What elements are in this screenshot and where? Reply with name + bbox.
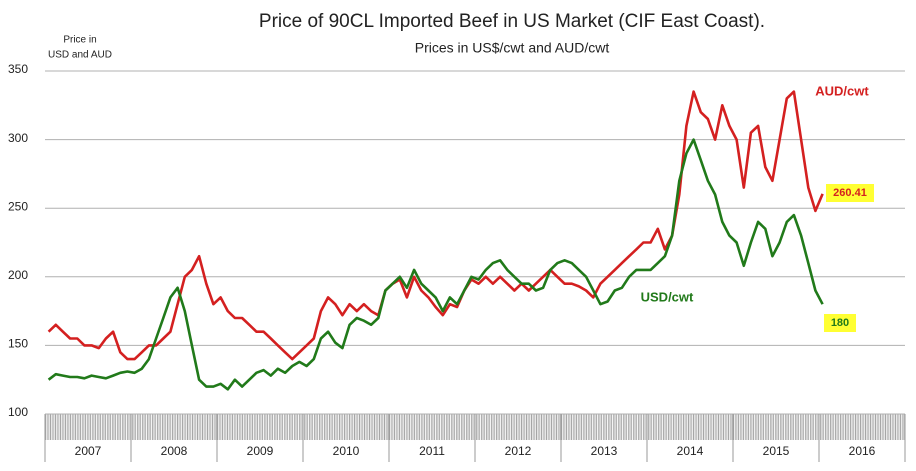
x-tick-label: 2015 <box>763 444 790 458</box>
x-tick-label: 2013 <box>591 444 618 458</box>
x-tick-label: 2007 <box>75 444 102 458</box>
value-label-box <box>824 314 856 332</box>
y-axis-label: Price in <box>63 35 96 46</box>
y-tick-label: 200 <box>8 268 28 282</box>
x-tick-label: 2011 <box>419 444 445 458</box>
y-tick-label: 100 <box>8 405 28 419</box>
series-line <box>47 138 824 391</box>
value-label: 180 <box>831 317 849 329</box>
y-tick-label: 350 <box>8 62 28 76</box>
x-tick-label: 2014 <box>677 444 704 458</box>
y-tick-label: 150 <box>8 337 28 351</box>
x-tick-label: 2010 <box>333 444 360 458</box>
x-tick-label: 2009 <box>247 444 274 458</box>
series-label: USD/cwt <box>641 289 694 304</box>
x-tick-label: 2012 <box>505 444 532 458</box>
series-label: AUD/cwt <box>815 83 869 98</box>
series-line <box>47 90 824 361</box>
y-tick-label: 300 <box>8 131 28 145</box>
x-tick-label: 2008 <box>161 444 188 458</box>
x-tick-label: 2016 <box>849 444 876 458</box>
chart-subtitle: Prices in US$/cwt and AUD/cwt <box>415 40 610 56</box>
y-tick-label: 250 <box>8 199 28 213</box>
y-axis-label: USD and AUD <box>48 50 112 61</box>
value-label-box <box>826 184 874 202</box>
chart-title: Price of 90CL Imported Beef in US Market… <box>259 11 765 32</box>
value-label: 260.41 <box>833 187 867 199</box>
